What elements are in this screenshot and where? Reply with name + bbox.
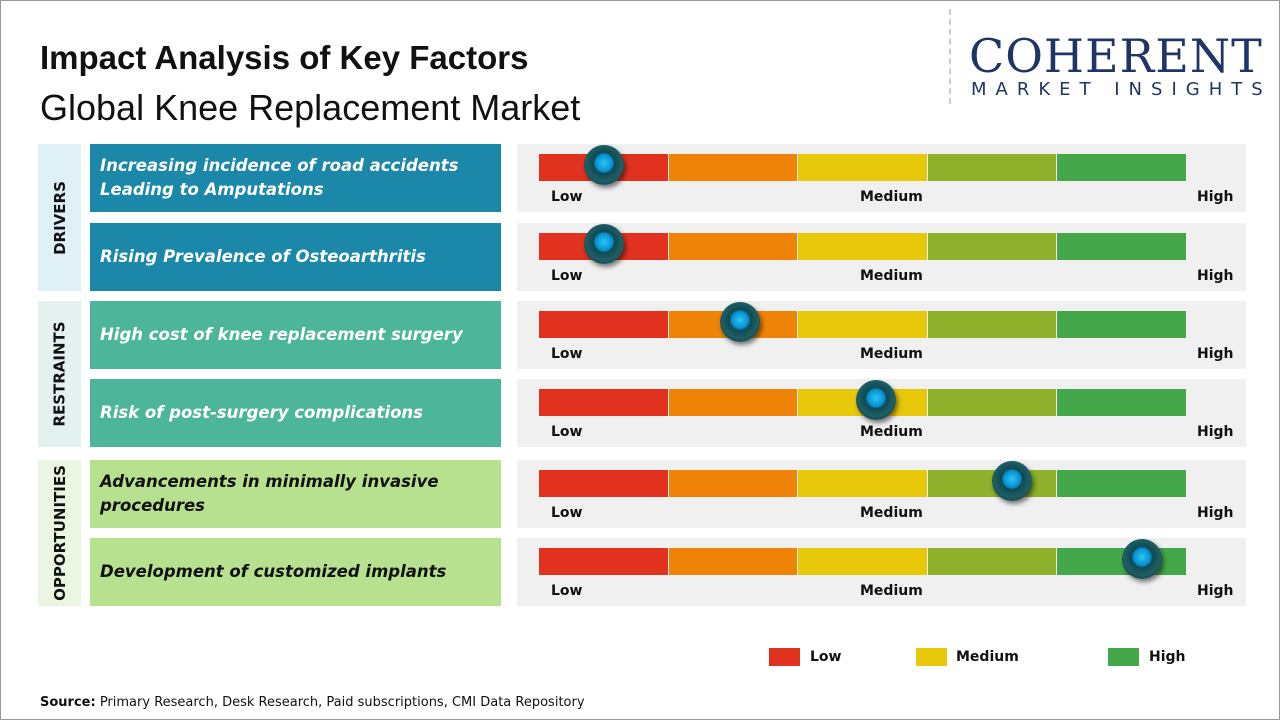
category-label: OPPORTUNITIES <box>50 465 69 601</box>
scale-label-min: Low <box>551 268 583 284</box>
gauge-segment <box>668 548 798 575</box>
source-label: Source: <box>40 695 96 710</box>
gauge-segment <box>1057 233 1186 260</box>
factor-label: Development of customized implants <box>90 538 501 606</box>
gauge-segment <box>539 389 668 416</box>
scale-label-max: High <box>1197 346 1234 362</box>
scale-label-mid: Medium <box>860 268 923 284</box>
scale-label-max: High <box>1197 268 1234 284</box>
gauge-segment <box>798 548 927 575</box>
impact-indicator-knob <box>719 302 760 342</box>
impact-indicator-knob <box>992 461 1033 501</box>
gauge-segment <box>539 548 668 575</box>
impact-gauge: Low Medium High <box>517 379 1246 447</box>
logo-wordmark: COHERENT <box>969 29 1263 83</box>
impact-gauge: Low Medium High <box>517 460 1246 528</box>
impact-indicator-knob <box>583 145 624 185</box>
gauge-segment <box>539 311 668 338</box>
scale-label-max: High <box>1197 505 1234 521</box>
scale-label-max: High <box>1197 424 1234 440</box>
legend-label: Medium <box>956 649 1019 665</box>
impact-indicator-knob <box>583 224 624 264</box>
gauge-segment <box>1057 470 1186 497</box>
gauge-segment <box>927 548 1057 575</box>
impact-gauge: Low Medium High <box>517 538 1246 606</box>
scale-label-max: High <box>1197 583 1234 599</box>
category-restraints: RESTRAINTS <box>38 301 81 447</box>
impact-gauge: Low Medium High <box>517 223 1246 291</box>
factor-label: Advancements in minimally invasive proce… <box>90 460 501 528</box>
category-label: RESTRAINTS <box>50 321 69 427</box>
gauge-segment <box>539 470 668 497</box>
scale-label-min: Low <box>551 346 583 362</box>
legend-swatch <box>1108 648 1139 666</box>
legend-label: High <box>1149 649 1186 665</box>
legend-swatch <box>769 648 800 666</box>
gauge-segment <box>668 233 798 260</box>
category-label: DRIVERS <box>50 180 69 255</box>
gauge-segment <box>668 154 798 181</box>
source-text: Primary Research, Desk Research, Paid su… <box>95 695 585 710</box>
impact-gauge: Low Medium High <box>517 144 1246 212</box>
gauge-segment <box>1057 389 1186 416</box>
factor-label: Rising Prevalence of Osteoarthritis <box>90 223 501 291</box>
gauge-segment <box>668 470 798 497</box>
gauge-segment <box>927 311 1057 338</box>
gauge-segment <box>1057 311 1186 338</box>
gauge-segment <box>798 233 927 260</box>
gauge-segment <box>798 470 927 497</box>
scale-label-mid: Medium <box>860 583 923 599</box>
impact-indicator-knob <box>855 380 896 420</box>
scale-label-min: Low <box>551 505 583 521</box>
factor-label: High cost of knee replacement surgery <box>90 301 501 369</box>
legend-swatch <box>916 648 947 666</box>
gauge-segment <box>927 154 1057 181</box>
scale-label-mid: Medium <box>860 424 923 440</box>
legend-label: Low <box>810 649 842 665</box>
gauge-segment <box>798 154 927 181</box>
gauge-segment <box>927 233 1057 260</box>
scale-label-mid: Medium <box>860 505 923 521</box>
scale-label-mid: Medium <box>860 189 923 205</box>
scale-label-mid: Medium <box>860 346 923 362</box>
category-drivers: DRIVERS <box>38 144 81 291</box>
gauge-segment <box>798 311 927 338</box>
page-title: Impact Analysis of Key Factors <box>40 39 529 76</box>
divider <box>949 9 951 104</box>
factor-label: Risk of post-surgery complications <box>90 379 501 447</box>
gauge-segment <box>1057 154 1186 181</box>
factor-label: Increasing incidence of road accidents L… <box>90 144 501 212</box>
category-opportunities: OPPORTUNITIES <box>38 460 81 606</box>
page-subtitle: Global Knee Replacement Market <box>40 87 581 128</box>
source-note: Source: Primary Research, Desk Research,… <box>40 695 585 710</box>
scale-label-min: Low <box>551 189 583 205</box>
gauge-segment <box>927 389 1057 416</box>
logo-tagline: MARKET INSIGHTS <box>971 79 1272 100</box>
gauge-segment <box>668 389 798 416</box>
impact-indicator-knob <box>1121 539 1162 579</box>
scale-label-min: Low <box>551 424 583 440</box>
scale-label-max: High <box>1197 189 1234 205</box>
scale-label-min: Low <box>551 583 583 599</box>
impact-gauge: Low Medium High <box>517 301 1246 369</box>
